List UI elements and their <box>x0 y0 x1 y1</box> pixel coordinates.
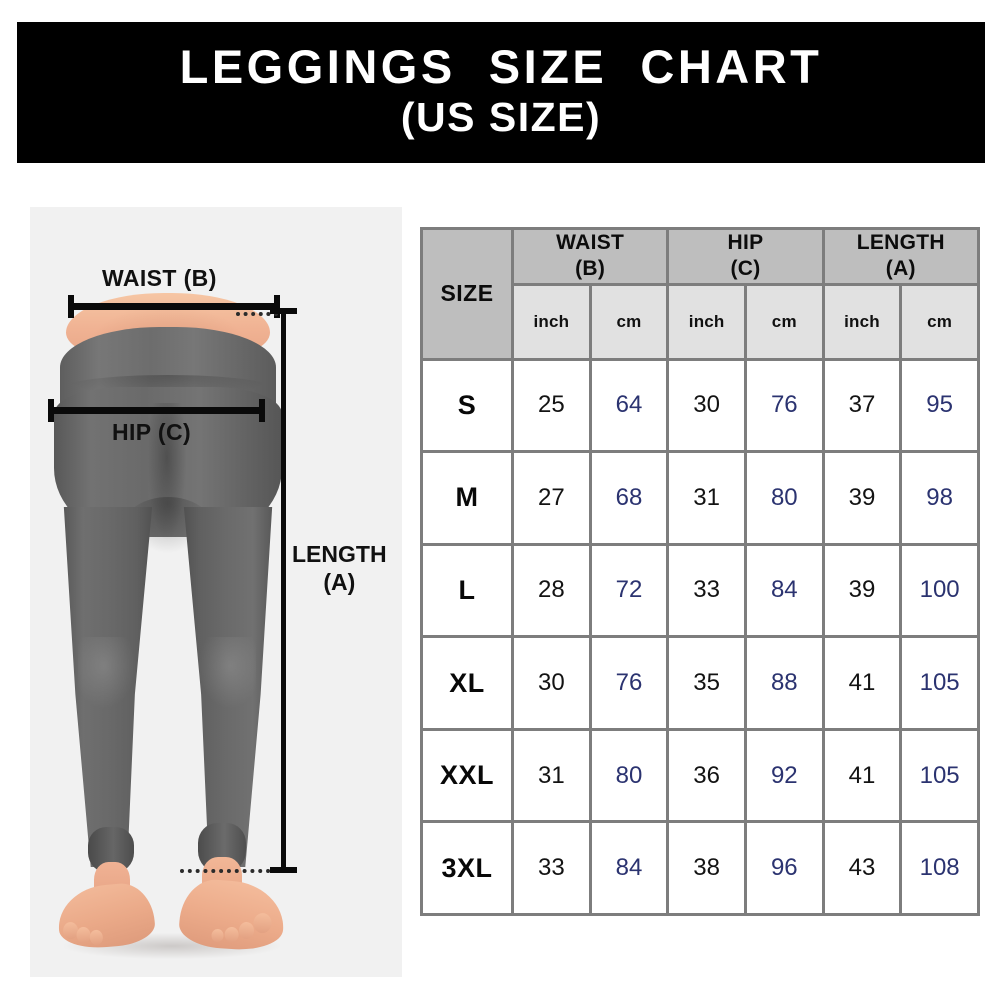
cell-hip-inch: 36 <box>666 727 747 824</box>
table-row: 3XL 33 84 38 96 43 108 <box>420 820 980 916</box>
size-chart-table-container: SIZE WAIST (B) HIP (C) LENGTH (A) inch c… <box>420 227 981 916</box>
column-header-length-inch: inch <box>821 282 903 361</box>
table-row: L 28 72 33 84 39 100 <box>420 542 980 639</box>
table-row: XXL 31 80 36 92 41 105 <box>420 727 980 824</box>
cell-length-inch: 43 <box>821 820 903 916</box>
column-header-hip-cm: cm <box>743 282 825 361</box>
cell-waist-inch: 28 <box>511 542 592 639</box>
leggings-right-knee-highlight <box>198 637 256 709</box>
cell-length-cm: 98 <box>899 450 980 546</box>
cell-length-cm: 100 <box>899 542 980 639</box>
cell-waist-cm: 84 <box>588 820 670 916</box>
cell-length-inch: 39 <box>821 450 903 546</box>
length-measure-end-cap-bottom <box>270 867 297 873</box>
cell-size: 3XL <box>420 820 514 916</box>
table-header-row-groups: SIZE WAIST (B) HIP (C) LENGTH (A) <box>420 227 981 361</box>
hip-measure-label: HIP (C) <box>112 419 192 445</box>
table-body: S 25 64 30 76 37 95 M 27 68 31 80 39 98 … <box>420 357 980 916</box>
column-header-hip: HIP (C) <box>666 227 825 286</box>
cell-size: XXL <box>420 727 514 824</box>
toe <box>89 929 104 946</box>
waist-measure-label: WAIST (B) <box>102 265 217 291</box>
table-row: XL 30 76 35 88 41 105 <box>420 635 980 731</box>
table-header: SIZE WAIST (B) HIP (C) LENGTH (A) inch c… <box>420 227 981 361</box>
toe <box>252 912 273 934</box>
leggings-center-seam-shadow <box>148 403 186 539</box>
cell-waist-cm: 76 <box>588 635 670 731</box>
model-right-foot <box>177 877 287 953</box>
column-header-length: LENGTH (A) <box>821 227 981 286</box>
leggings-left-knee-highlight <box>78 637 136 709</box>
cell-length-cm: 95 <box>899 357 980 454</box>
cell-hip-cm: 96 <box>743 820 825 916</box>
toe <box>224 926 240 943</box>
cell-hip-inch: 35 <box>666 635 747 731</box>
size-chart-table: SIZE WAIST (B) HIP (C) LENGTH (A) inch c… <box>420 227 981 916</box>
cell-size: S <box>420 357 514 454</box>
cell-hip-inch: 38 <box>666 820 747 916</box>
cell-length-cm: 108 <box>899 820 980 916</box>
column-header-size: SIZE <box>420 227 514 361</box>
cell-length-cm: 105 <box>899 635 980 731</box>
toe <box>211 928 224 943</box>
cell-hip-cm: 88 <box>743 635 825 731</box>
cell-hip-inch: 30 <box>666 357 747 454</box>
length-leader-line-bottom <box>180 869 278 873</box>
table-header-row-units: inch cm inch cm inch cm <box>422 282 980 361</box>
column-header-length-cm: cm <box>899 282 980 361</box>
cell-hip-cm: 92 <box>743 727 825 824</box>
toe <box>238 921 255 940</box>
cell-waist-inch: 25 <box>511 357 592 454</box>
cell-waist-inch: 31 <box>511 727 592 824</box>
cell-size: M <box>420 450 514 546</box>
hip-measure-end-cap-left <box>48 399 54 422</box>
cell-length-inch: 41 <box>821 727 903 824</box>
column-header-waist: WAIST (B) <box>510 227 670 286</box>
cell-length-inch: 39 <box>821 542 903 639</box>
cell-waist-inch: 27 <box>511 450 592 546</box>
cell-waist-cm: 72 <box>588 542 670 639</box>
table-row: M 27 68 31 80 39 98 <box>420 450 980 546</box>
length-measure-line <box>281 311 286 871</box>
cell-waist-inch: 33 <box>511 820 592 916</box>
cell-size: L <box>420 542 514 639</box>
waist-measure-end-cap-right <box>274 295 280 318</box>
hip-measure-line <box>48 407 265 414</box>
cell-waist-cm: 68 <box>588 450 670 546</box>
cell-hip-inch: 31 <box>666 450 747 546</box>
cell-length-inch: 37 <box>821 357 903 454</box>
cell-hip-cm: 84 <box>743 542 825 639</box>
cell-hip-cm: 80 <box>743 450 825 546</box>
hip-measure-end-cap-right <box>259 399 265 422</box>
length-leader-line-top <box>236 312 278 316</box>
column-header-waist-inch: inch <box>511 282 592 361</box>
title-banner: LEGGINGS SIZE CHART (US SIZE) <box>17 22 985 163</box>
cell-waist-cm: 64 <box>588 357 670 454</box>
length-measure-label: LENGTH (A) <box>292 541 387 596</box>
cell-hip-inch: 33 <box>666 542 747 639</box>
column-header-hip-inch: inch <box>666 282 747 361</box>
column-header-waist-cm: cm <box>588 282 670 361</box>
cell-size: XL <box>420 635 514 731</box>
cell-hip-cm: 76 <box>743 357 825 454</box>
page-subtitle: (US SIZE) <box>400 93 602 140</box>
page-title: LEGGINGS SIZE CHART <box>179 40 823 94</box>
cell-waist-inch: 30 <box>511 635 592 731</box>
waist-measure-end-cap-left <box>68 295 74 318</box>
cell-length-cm: 105 <box>899 727 980 824</box>
table-row: S 25 64 30 76 37 95 <box>420 357 980 454</box>
waist-measure-line <box>68 303 280 310</box>
cell-waist-cm: 80 <box>588 727 670 824</box>
leggings-illustration-panel: WAIST (B) HIP (C) LENGTH (A) <box>30 207 402 977</box>
cell-length-inch: 41 <box>821 635 903 731</box>
